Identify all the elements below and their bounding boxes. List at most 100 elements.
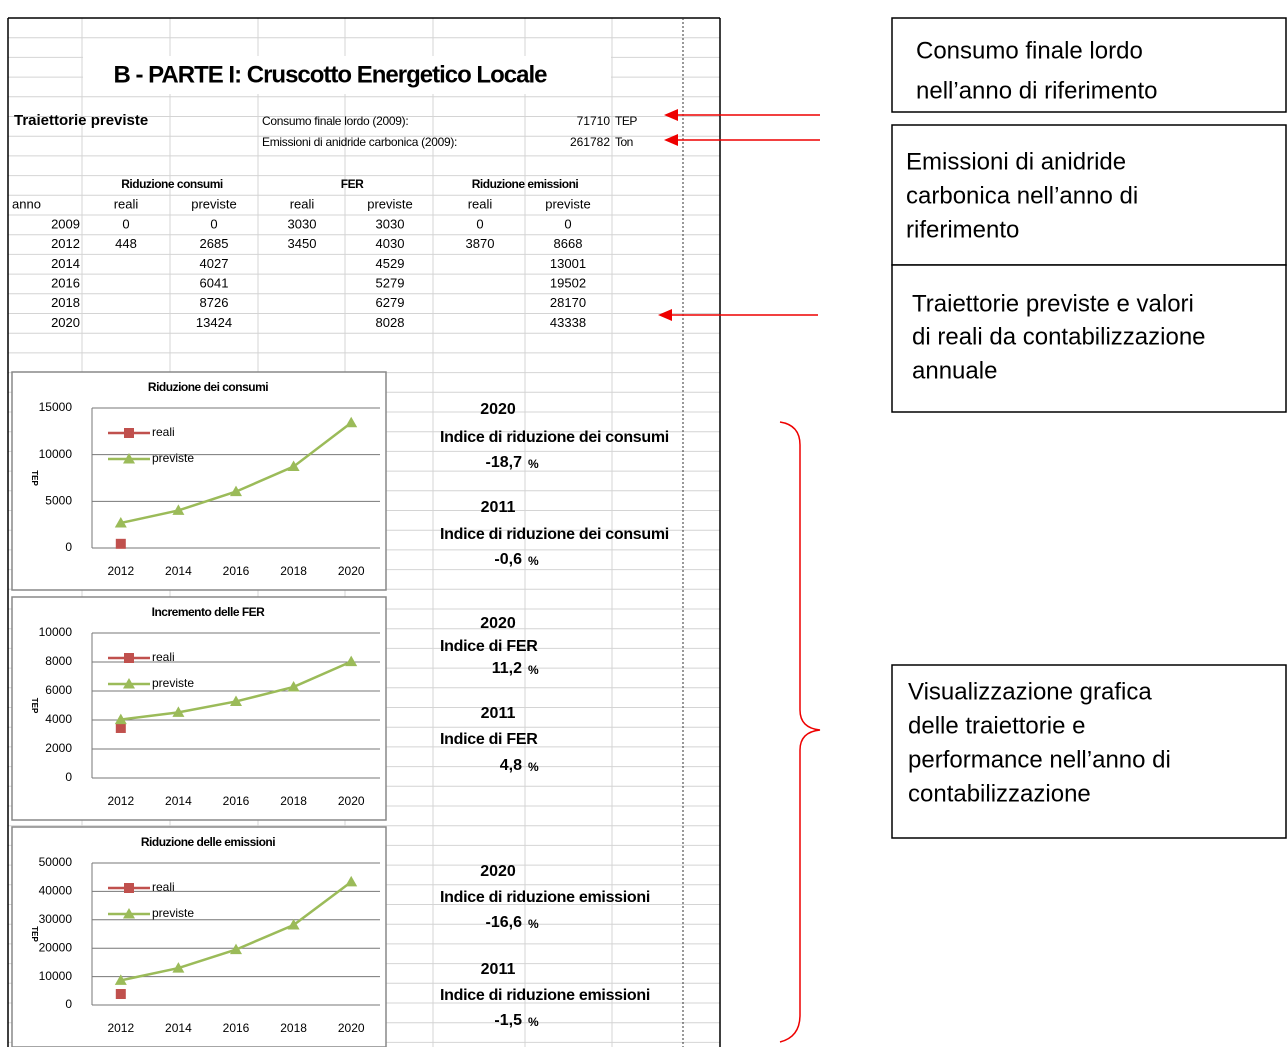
y-tick-label: 2000 [45, 741, 72, 755]
table-cell: 0 [122, 216, 129, 231]
y-tick-label: 10000 [39, 625, 73, 639]
index-unit: % [528, 554, 539, 568]
annotation-text: performance nell’anno di [908, 746, 1171, 773]
group-header: Riduzione emissioni [472, 177, 579, 191]
legend-marker [124, 428, 134, 438]
row-year: 2020 [51, 315, 80, 330]
spreadsheet: B - PARTE I: Cruscotto Energetico Locale… [7, 17, 721, 1047]
index-unit: % [528, 1015, 539, 1029]
y-axis-label: TEP [30, 926, 39, 942]
group-header: FER [341, 177, 364, 191]
row-year: 2016 [51, 276, 80, 291]
table-cell: 2685 [200, 236, 229, 251]
x-tick-label: 2018 [280, 564, 307, 578]
y-tick-label: 4000 [45, 712, 72, 726]
table-cell: 8668 [554, 236, 583, 251]
x-tick-label: 2016 [223, 564, 250, 578]
annotation-text: Consumo finale lordo [916, 37, 1143, 64]
legend-marker [123, 453, 135, 464]
annotation-text: Traiettorie previste e valori [912, 290, 1194, 317]
info-unit: Ton [615, 135, 633, 149]
index-unit: % [528, 917, 539, 931]
arrow-head [664, 109, 678, 121]
index-year: 2020 [480, 401, 516, 418]
y-tick-label: 0 [65, 997, 72, 1011]
table-cell: 0 [476, 216, 483, 231]
annotation-text: annuale [912, 357, 997, 384]
column-header: previste [545, 196, 591, 211]
title: B - PARTE I: Cruscotto Energetico Locale [114, 61, 548, 88]
x-tick-label: 2014 [165, 1021, 192, 1035]
annotations-layer: Consumo finale lordo nell’anno di riferim… [658, 17, 1287, 1043]
annotation-text: di reali da contabilizzazione [912, 323, 1206, 350]
info-label: Emissioni di anidride carbonica (2009): [262, 135, 457, 149]
table-cell: 4027 [200, 256, 229, 271]
table-cell: 0 [210, 216, 217, 231]
legend-label: reali [152, 880, 175, 894]
annotation-text: Visualizzazione grafica [908, 678, 1152, 705]
table-cell: 43338 [550, 315, 586, 330]
table-cell: 0 [564, 216, 571, 231]
marker [114, 974, 127, 985]
table-cell: 3030 [288, 216, 317, 231]
column-header: previste [191, 196, 237, 211]
index-value: -16,6 [486, 914, 523, 931]
marker [172, 962, 185, 973]
marker [230, 943, 242, 955]
index-label: Indice di FER [440, 731, 538, 748]
index-year: 2020 [480, 615, 516, 632]
annotation-box [891, 17, 1287, 113]
marker [114, 516, 127, 528]
annotation-text: riferimento [906, 216, 1019, 243]
x-tick-label: 2012 [107, 564, 134, 578]
column-header: anno [12, 196, 41, 211]
legend-marker [124, 883, 134, 893]
table-cell: 3030 [376, 216, 405, 231]
table-cell: 13001 [550, 256, 586, 271]
legend-marker [123, 678, 135, 689]
table-cell: 28170 [550, 295, 586, 310]
y-tick-label: 5000 [45, 494, 72, 508]
x-tick-label: 2020 [338, 794, 365, 808]
annotation-text: Emissioni di anidride [906, 148, 1126, 175]
column-header: reali [468, 196, 493, 211]
y-axis-label: TEP [30, 470, 39, 486]
marker [345, 655, 358, 667]
index-label: Indice di riduzione dei consumi [440, 526, 669, 543]
index-year: 2011 [481, 961, 516, 978]
column-header: reali [114, 196, 139, 211]
chart-title: Riduzione dei consumi [148, 380, 268, 394]
column-header: previste [367, 196, 413, 211]
group-header: Riduzione consumi [121, 177, 223, 191]
y-tick-label: 6000 [45, 683, 72, 697]
table-cell: 5279 [376, 276, 405, 291]
info-value: 71710 [577, 114, 611, 128]
y-tick-label: 10000 [39, 969, 73, 983]
annotation-box [891, 124, 1287, 266]
marker [115, 538, 126, 549]
index-year: 2011 [481, 499, 516, 516]
table-cell: 4529 [376, 256, 405, 271]
index-unit: % [528, 663, 539, 677]
row-year: 2014 [51, 256, 80, 271]
table-cell: 8028 [376, 315, 405, 330]
marker [287, 460, 300, 472]
y-tick-label: 15000 [39, 400, 73, 414]
x-tick-label: 2016 [223, 1021, 250, 1035]
y-tick-label: 0 [65, 770, 72, 784]
marker [230, 485, 242, 497]
y-tick-label: 0 [65, 540, 72, 554]
legend-label: reali [152, 425, 175, 439]
marker [287, 680, 300, 692]
section-label: Traiettorie previste [14, 112, 148, 129]
table-cell: 8726 [200, 295, 229, 310]
table-cell: 3870 [466, 236, 495, 251]
y-tick-label: 40000 [39, 884, 73, 898]
x-tick-label: 2012 [107, 794, 134, 808]
info-unit: TEP [615, 114, 637, 128]
marker [172, 504, 185, 515]
annotation-text: carbonica nell’anno di [906, 182, 1138, 209]
x-tick-label: 2018 [280, 794, 307, 808]
marker [230, 695, 242, 706]
info-label: Consumo finale lordo (2009): [262, 114, 408, 128]
